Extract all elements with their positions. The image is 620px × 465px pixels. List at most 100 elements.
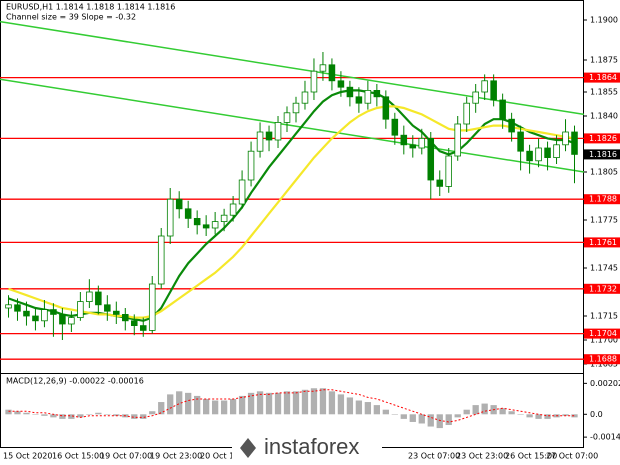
macd-bar: [337, 394, 345, 415]
macd-bar: [95, 412, 102, 415]
macd-bar: [517, 414, 524, 415]
macd-bar: [77, 414, 84, 418]
macd-bar: [113, 414, 120, 416]
last-price-tag: [584, 149, 620, 160]
macd-bar: [418, 414, 425, 424]
candle-body: [409, 144, 417, 149]
macd-bar: [562, 414, 569, 416]
y-tick-label: 1.1700: [590, 336, 618, 345]
chart-subtitle: Channel size = 39 Slope = -0.32: [6, 13, 136, 22]
candle-body: [292, 102, 300, 114]
macd-bar: [194, 395, 201, 415]
macd-bar: [274, 392, 282, 415]
macd-bar: [526, 414, 533, 418]
candle-body: [220, 214, 228, 222]
macd-bar: [382, 409, 389, 415]
x-tick-label: 20 Oct 15:00: [200, 452, 252, 461]
watermark-text: instaforex: [264, 434, 359, 459]
macd-bar: [427, 414, 434, 427]
macd-bar: [409, 414, 416, 422]
y-tick-label: 1.1900: [590, 16, 618, 25]
macd-tick-label: 0.0: [590, 410, 603, 419]
candle-body: [445, 155, 453, 187]
candle-body: [382, 96, 390, 120]
candle-body: [256, 131, 264, 152]
macd-bar: [499, 408, 506, 415]
channel-line: [0, 78, 585, 173]
candle-body: [301, 91, 309, 104]
candle-body: [104, 304, 111, 312]
level-label: 1.1761: [589, 238, 617, 247]
macd-bar: [346, 397, 354, 415]
macd-bar: [167, 394, 174, 415]
macd-bar: [14, 411, 21, 415]
macd-bar: [211, 400, 219, 415]
macd-bar: [256, 391, 264, 415]
x-tick-label: 23 Oct 23:00: [456, 452, 508, 461]
y-tick-label: 1.1805: [590, 168, 618, 177]
macd-bar: [238, 395, 246, 415]
candle-body: [229, 203, 237, 216]
candle-body: [14, 304, 21, 312]
watermark: instaforex: [232, 430, 382, 464]
candle-body: [274, 122, 282, 141]
macd-bar: [463, 409, 470, 415]
macd-bar: [203, 398, 210, 415]
macd-bar: [247, 392, 255, 415]
macd-bar: [158, 402, 165, 415]
macd-bar: [481, 403, 488, 415]
y-tick-label: 1.1745: [590, 264, 618, 273]
candle-body: [508, 118, 515, 133]
candle-body: [337, 80, 345, 88]
candle-body: [472, 91, 479, 104]
candle-body: [247, 150, 255, 181]
candle-body: [562, 131, 569, 146]
macd-bar: [436, 414, 443, 429]
macd-bar: [32, 414, 39, 415]
y-tick-label: 1.1875: [590, 56, 618, 65]
candle-body: [50, 309, 57, 315]
candle-body: [211, 221, 219, 229]
candle-body: [535, 147, 542, 162]
candle-body: [265, 131, 273, 141]
candle-body: [238, 179, 246, 205]
candle-body: [355, 96, 363, 104]
macd-bar: [283, 391, 291, 415]
candle-body: [490, 80, 497, 101]
level-tag: [584, 133, 620, 144]
macd-bar: [149, 411, 156, 415]
macd-bar: [544, 414, 551, 419]
candle-body: [41, 309, 48, 322]
macd-bar: [571, 414, 578, 418]
candle-body: [418, 137, 426, 149]
level-tag: [584, 237, 620, 248]
macd-bar: [472, 405, 479, 415]
candle-body: [122, 313, 129, 322]
y-tick-label: 1.1840: [590, 112, 618, 121]
level-label: 1.1704: [589, 329, 617, 338]
candle-body: [526, 150, 533, 162]
macd-bar: [229, 398, 237, 415]
candle-body: [166, 198, 174, 237]
candle-body: [517, 131, 524, 152]
level-label: 1.1826: [589, 134, 617, 143]
x-tick-label: 23 Oct 07:00: [408, 452, 460, 461]
level-label: 1.1732: [589, 284, 617, 293]
macd-bar: [59, 414, 66, 419]
macd-bar: [364, 402, 372, 415]
macd-tick-label: 0.00202: [590, 379, 620, 388]
candle-body: [86, 291, 93, 302]
level-tag: [584, 194, 620, 205]
candle-body: [130, 320, 138, 326]
candle-body: [5, 304, 12, 309]
last-price-label: 1.1816: [589, 150, 617, 159]
candle-body: [23, 310, 30, 317]
candle-body: [77, 301, 84, 319]
y-tick-label: 1.1855: [590, 88, 618, 97]
macd-bar: [140, 414, 147, 419]
candle-body: [463, 102, 470, 125]
x-tick-label: 15 Oct 2020: [3, 452, 52, 461]
level-label: 1.1788: [589, 195, 617, 204]
macd-bar: [310, 388, 318, 415]
